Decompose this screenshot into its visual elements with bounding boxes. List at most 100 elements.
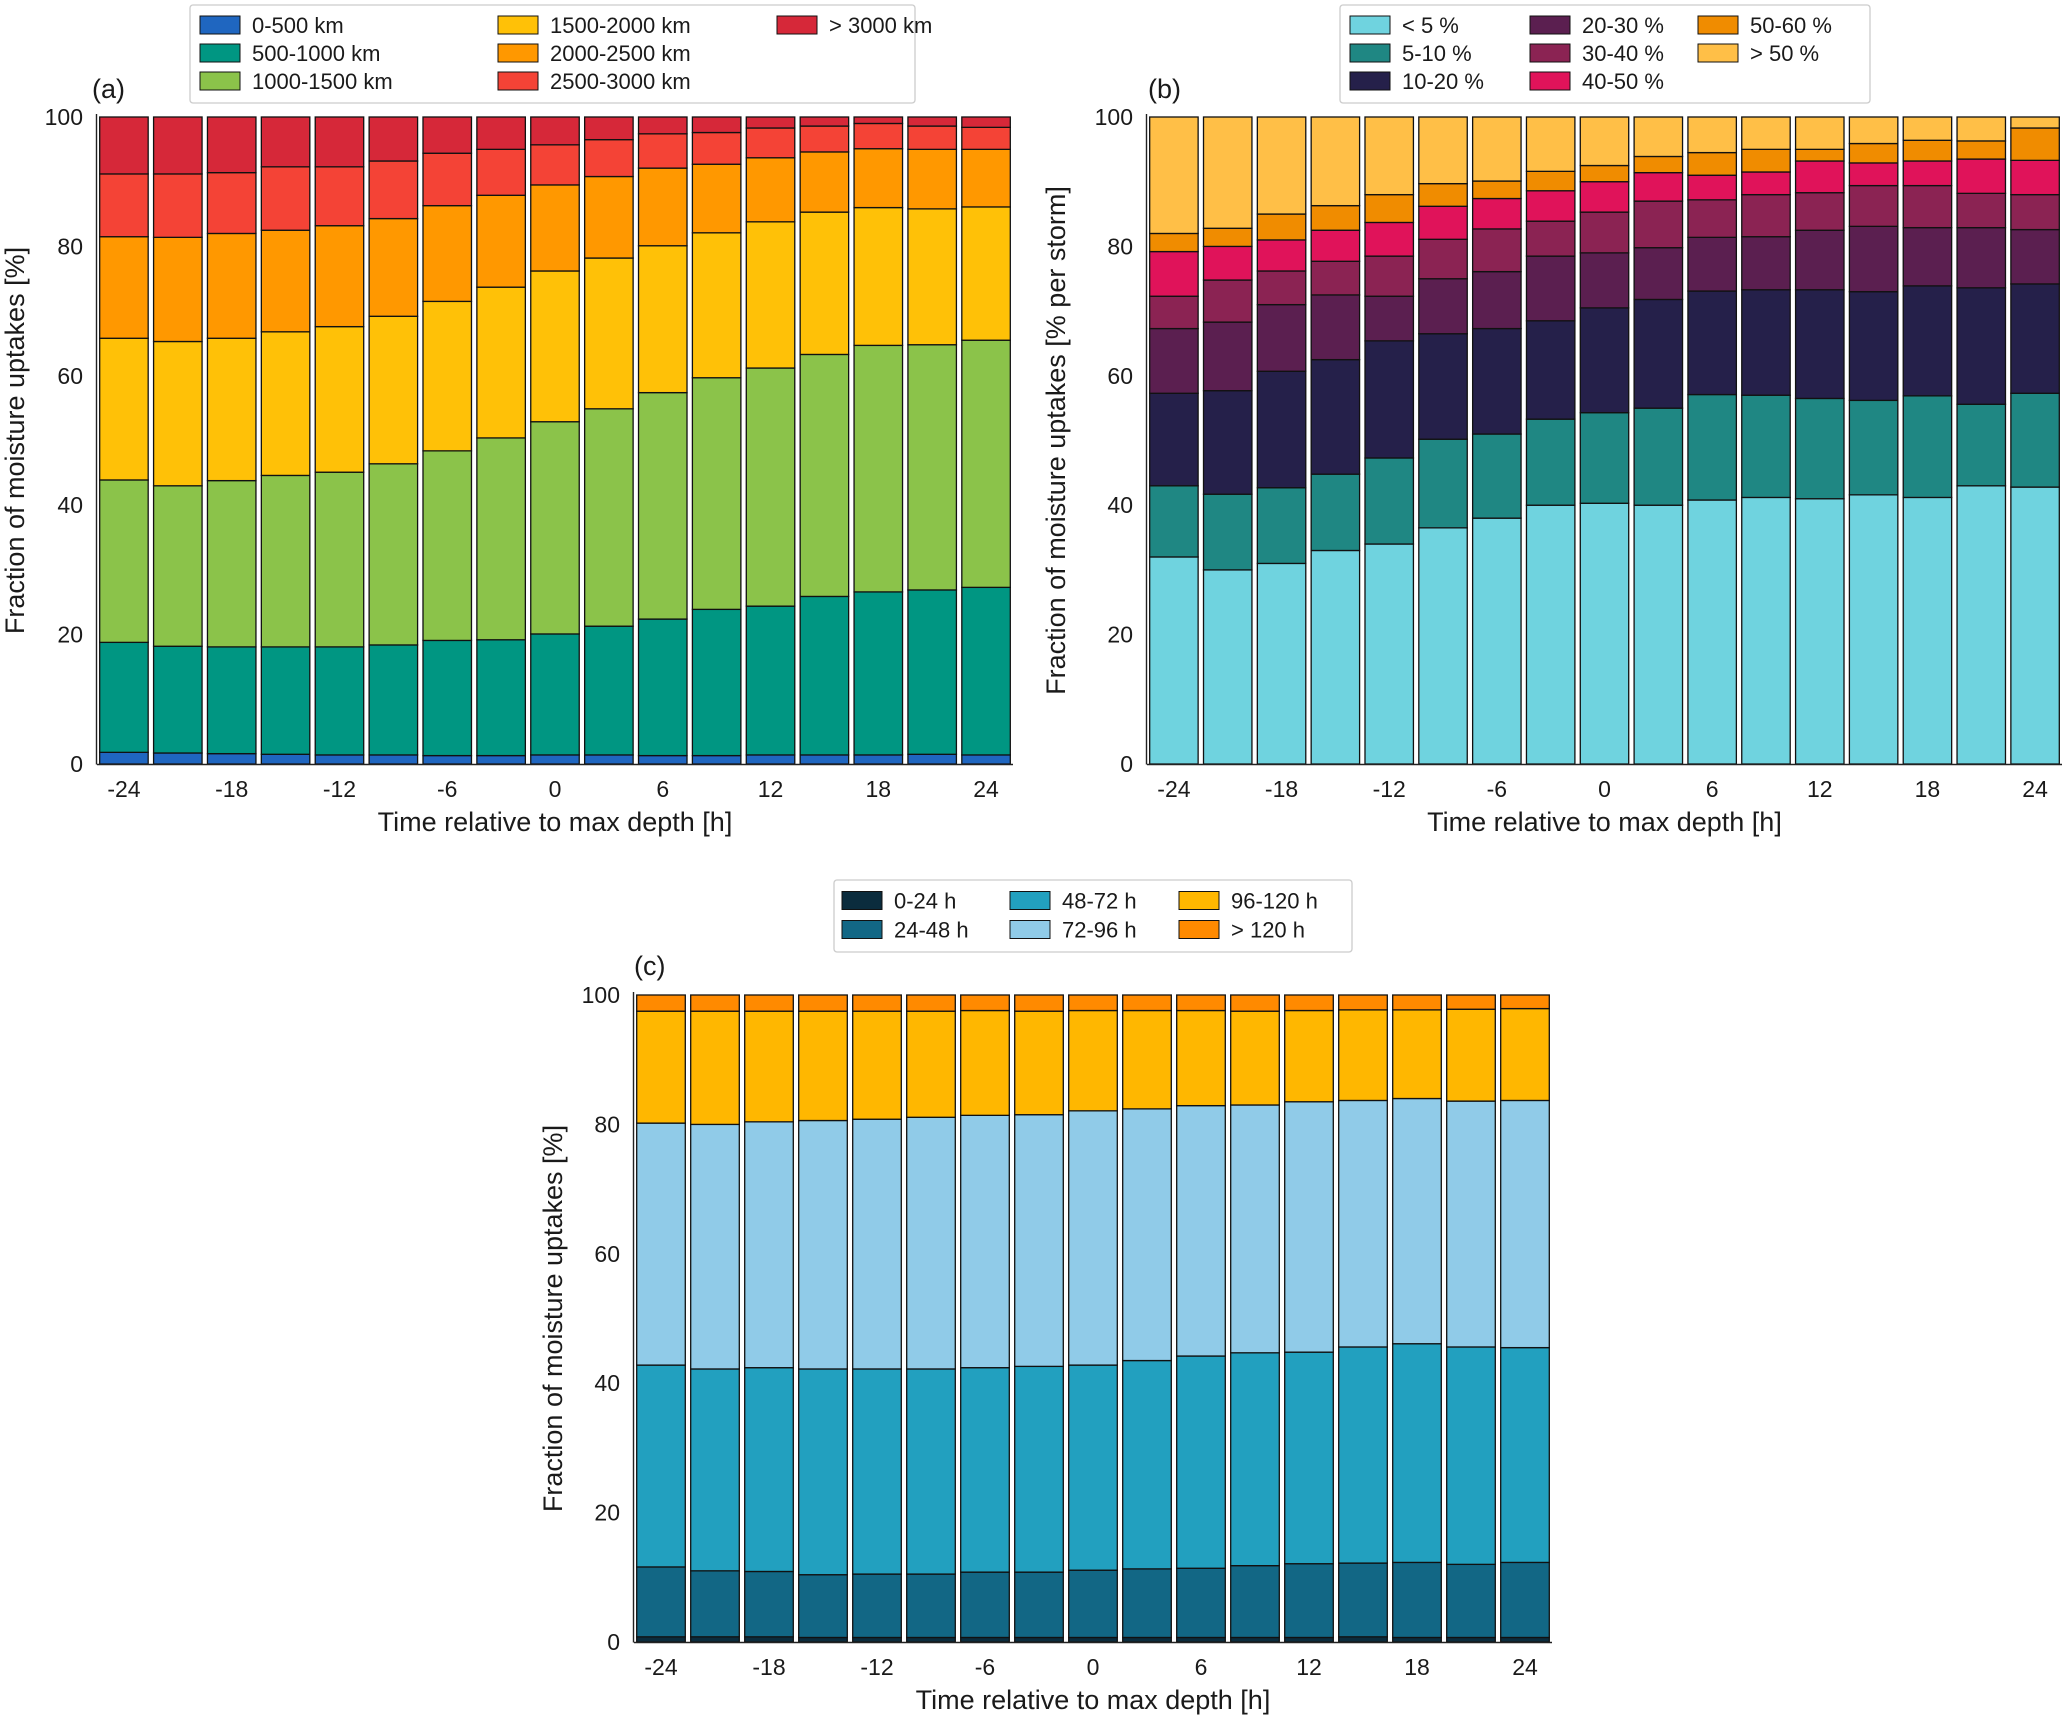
bar-segment-2500-3000-km: [314, 166, 365, 227]
x-tick-label: -24: [1157, 776, 1190, 802]
legend-box: [833, 879, 1353, 953]
bar-segment-30-40: [1848, 184, 1899, 227]
bar-segment-50-60: [1794, 148, 1845, 162]
bar-segment-1000-1500-km: [314, 471, 365, 648]
x-tick-label: 24: [973, 776, 999, 802]
bar-segment-0-24-h: [690, 1636, 740, 1643]
bar-segment-1000-1500-km: [691, 377, 742, 611]
bar-segment-20-30: [1310, 294, 1361, 361]
bar-segment-2500-3000-km: [152, 173, 203, 239]
bar-segment-2000-2500-km: [476, 194, 527, 288]
bar-segment-500-1000-km: [961, 586, 1011, 756]
bar-segment-50-60: [1741, 148, 1791, 173]
bar-segment-30-40: [1794, 192, 1845, 231]
bar-segment-1500-2000-km: [637, 245, 688, 394]
bar-segment-72-96-h: [1392, 1097, 1442, 1345]
bar-segment-500-1000-km: [907, 589, 958, 755]
bar-segment-48-72-h: [852, 1368, 902, 1575]
bar-segment-96-120-h: [1230, 1010, 1280, 1106]
legend: < 5 % 5-10 % 10-20 % 20-30 % 30-40 % 40-50 % 5…: [1339, 4, 1871, 104]
bar-segment-30-40: [1418, 238, 1468, 280]
x-tick-label: 6: [656, 776, 669, 802]
bar-segment-96-120-h: [852, 1010, 902, 1120]
bar-segment-30-40: [1310, 260, 1361, 296]
bar-segment-24-48-h: [798, 1574, 848, 1639]
bar-segment-30-40: [1256, 270, 1307, 306]
bar-segment-5: [1202, 569, 1253, 765]
bar-segment-3000-km: [745, 116, 796, 129]
bar-segment-1500-2000-km: [368, 315, 419, 465]
bar-segment-2500-3000-km: [476, 148, 527, 196]
bar-segment-5-10: [1310, 473, 1361, 552]
bar-segment-0-24-h: [1338, 1636, 1388, 1643]
bar-segment-1500-2000-km: [206, 337, 257, 482]
legend-label: 20-30 %: [1582, 13, 1664, 38]
bar-segment-40-50: [1471, 197, 1522, 230]
bar-segment-72-96-h: [1500, 1099, 1550, 1349]
x-tick-label: 18: [1404, 1654, 1430, 1680]
bar-segment-2500-3000-km: [530, 144, 580, 186]
bar-segment-40-50: [1633, 171, 1684, 202]
bar-segment-30-40: [1956, 192, 2007, 229]
bar-segment-24-48-h: [744, 1570, 794, 1638]
bar-segment-50-60: [1633, 155, 1684, 174]
bar-segment-20-30: [1364, 295, 1415, 342]
bar-segment-40-50: [1310, 229, 1361, 262]
bar-segment-2000-2500-km: [99, 236, 149, 339]
legend-swatch: [199, 71, 241, 91]
x-tick-label: -24: [107, 776, 140, 802]
bar-segment-30-40: [1741, 193, 1791, 238]
bar-segment-2500-3000-km: [260, 166, 311, 231]
bar-segment-2000-2500-km: [961, 148, 1011, 208]
legend-swatch: [497, 71, 539, 91]
bar-segment-3000-km: [476, 116, 527, 150]
bar-segment-3000-km: [260, 116, 311, 168]
bar-segment-120-h: [1284, 994, 1334, 1012]
bar-segment-0-500-km: [206, 753, 257, 765]
x-tick-label: 18: [1915, 776, 1941, 802]
bar-segment-48-72-h: [1014, 1365, 1064, 1573]
legend-label: > 120 h: [1231, 918, 1305, 943]
bar-segment-96-120-h: [744, 1010, 794, 1123]
bar-segment-3000-km: [853, 116, 904, 125]
legend-label: 30-40 %: [1582, 41, 1664, 66]
bar-segment-2500-3000-km: [853, 122, 904, 150]
bar-segment-48-72-h: [798, 1368, 848, 1576]
bar-segment-20-30: [1848, 225, 1899, 293]
bar-segment-10-20: [1418, 333, 1468, 440]
bar-segment-48-72-h: [1284, 1351, 1334, 1565]
x-tick-label: -6: [437, 776, 457, 802]
bar-segment-0-500-km: [368, 754, 419, 765]
bar-segment-120-h: [1338, 994, 1388, 1011]
bar-segment-96-120-h: [1176, 1009, 1226, 1107]
bar-segment-120-h: [1392, 994, 1442, 1011]
bar-segment-2500-3000-km: [368, 160, 419, 220]
bar-segment-2000-2500-km: [260, 229, 311, 333]
bar-segment-24-48-h: [1014, 1571, 1064, 1639]
legend-label: 1500-2000 km: [550, 13, 691, 38]
bar-segment-0-500-km: [476, 754, 527, 765]
bar-segment-2500-3000-km: [99, 173, 149, 238]
legend-label: 24-48 h: [894, 918, 969, 943]
bar-segment-48-72-h: [744, 1367, 794, 1573]
bar-segment-5: [1794, 498, 1845, 765]
legend-swatch: [1529, 71, 1571, 91]
y-tick-label: 60: [594, 1241, 620, 1267]
bar-segment-24-48-h: [852, 1573, 902, 1639]
bar-segment-10-20: [1956, 287, 2007, 405]
bar-segment-50-60: [1256, 213, 1307, 241]
legend-swatch: [1697, 43, 1739, 63]
bar-segment-40-50: [1256, 239, 1307, 272]
bar-segment-0-500-km: [530, 754, 580, 765]
bar-segment-40-50: [1902, 160, 1953, 187]
bar-segment-10-20: [1525, 320, 1576, 420]
bar-segment-120-h: [1068, 994, 1118, 1012]
y-tick-label: 40: [594, 1370, 620, 1396]
bar-segment-50: [1149, 116, 1199, 235]
bar-segment-5-10: [1902, 395, 1953, 499]
bar-segment-24-48-h: [1230, 1565, 1280, 1639]
bar-segment-50-60: [1848, 142, 1899, 164]
bar-segment-2000-2500-km: [745, 157, 796, 223]
bar-segment-120-h: [1122, 994, 1172, 1012]
bar-segment-2500-3000-km: [422, 152, 473, 207]
